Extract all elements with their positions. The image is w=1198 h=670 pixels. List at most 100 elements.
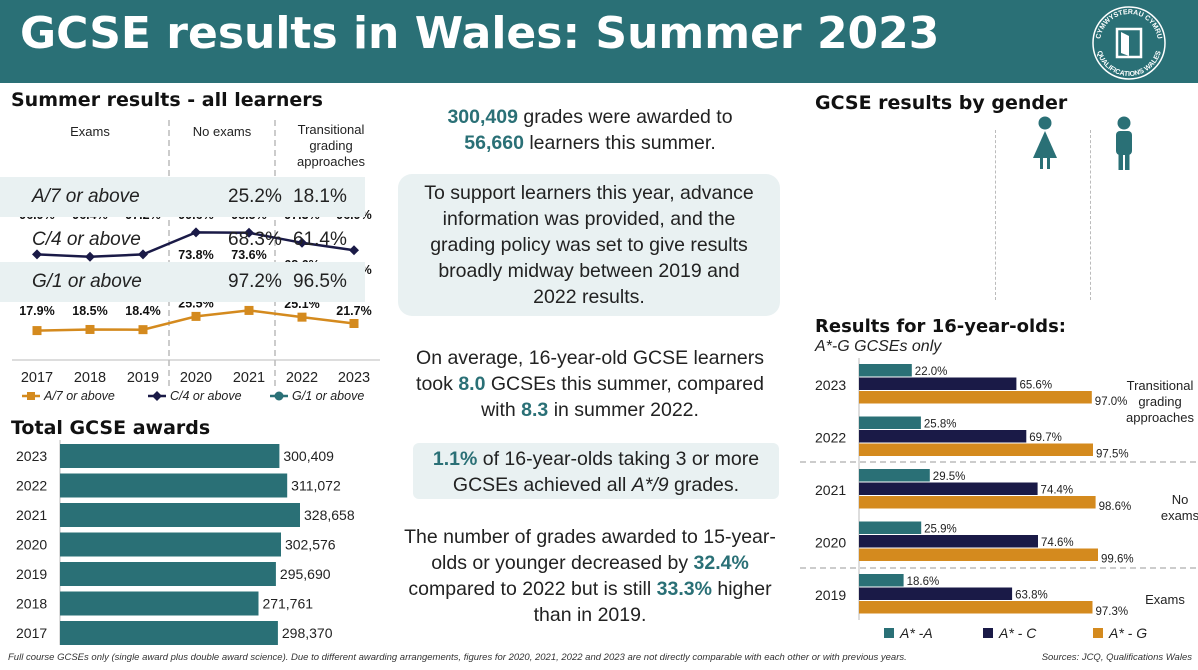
data-point xyxy=(191,311,201,321)
sixteen-bar xyxy=(859,377,1017,390)
sixteen-bar xyxy=(859,574,904,587)
footer-sources: Sources: JCQ, Qualifications Wales xyxy=(1041,652,1192,663)
support-info-text: To support learners this year, advance i… xyxy=(424,182,754,308)
qualifications-wales-logo: CYMWYSTERAU CYMRU QUALIFICATIONS WALES xyxy=(1092,6,1166,80)
sixteen-value-label: 25.9% xyxy=(924,524,957,536)
awards-bar xyxy=(60,591,259,616)
gender-divider-2 xyxy=(1090,130,1091,300)
data-point xyxy=(349,245,359,256)
x-tick-label: 2017 xyxy=(21,370,53,386)
sixteen-value-label: 98.6% xyxy=(1099,501,1132,513)
younger-text-3: higher than in 2019. xyxy=(533,578,772,626)
sixteen-value-label: 18.6% xyxy=(907,576,940,588)
gender-row-label: G/1 or above xyxy=(32,271,142,292)
sixteen-bar xyxy=(859,535,1038,548)
data-point xyxy=(349,318,359,328)
legend-label: A* -A xyxy=(899,625,933,641)
gender-title: GCSE results by gender xyxy=(815,92,1068,114)
sixteen-value-label: 29.5% xyxy=(933,471,966,483)
sixteen-value-label: 63.8% xyxy=(1015,590,1048,602)
gender-row-label: C/4 or above xyxy=(32,229,141,250)
gender-divider-1 xyxy=(995,130,996,300)
sixteen-year-label: 2023 xyxy=(815,377,846,393)
average-2022: 8.3 xyxy=(521,399,549,421)
gender-female-value: 68.3% xyxy=(228,229,282,250)
gender-row-label: A/7 or above xyxy=(32,186,140,207)
all-a-star-percent: 1.1% xyxy=(432,448,478,470)
sixteen-value-label: 99.6% xyxy=(1101,554,1134,566)
sixteen-year-label: 2019 xyxy=(815,587,846,603)
data-point xyxy=(85,324,95,334)
sixteen-bar xyxy=(859,391,1092,404)
data-label: 17.9% xyxy=(19,304,54,318)
female-icon xyxy=(1033,116,1057,169)
data-label: 21.7% xyxy=(336,304,371,318)
learners-count: 56,660 xyxy=(464,132,524,154)
support-info-box: To support learners this year, advance i… xyxy=(398,174,780,316)
period-label-no-exams: No exams xyxy=(193,124,252,139)
average-gcses-text: On average, 16-year-old GCSE learners to… xyxy=(404,345,776,423)
all-a-star-text: 1.1% of 16-year-olds taking 3 or more GC… xyxy=(421,446,771,498)
awards-bar xyxy=(60,532,281,557)
younger-decrease: 32.4% xyxy=(693,552,749,574)
gender-row: G/1 or above 97.2% 96.5% xyxy=(0,262,365,302)
sixteen-value-label: 74.6% xyxy=(1041,537,1074,549)
data-point xyxy=(297,237,307,248)
data-point xyxy=(191,227,201,238)
gender-row: A/7 or above 25.2% 18.1% xyxy=(0,177,365,217)
all-a-star-text-1: of 16-year-olds taking 3 or more GCSEs a… xyxy=(452,448,760,496)
x-tick-label: 2019 xyxy=(127,370,159,386)
x-tick-label: 2018 xyxy=(74,370,106,386)
sixteen-bar xyxy=(859,482,1038,495)
average-text-3: in summer 2022. xyxy=(548,399,699,421)
legend-swatch xyxy=(884,628,894,638)
sixteen-value-label: 97.0% xyxy=(1095,396,1128,408)
legend-swatch xyxy=(1093,628,1103,638)
sixteen-bar xyxy=(859,548,1098,561)
gender-female-value: 25.2% xyxy=(228,186,282,207)
legend-swatch xyxy=(983,628,993,638)
period-label-exams: Exams xyxy=(70,124,110,139)
awards-year-label: 2020 xyxy=(16,537,47,553)
awards-bar xyxy=(60,562,276,586)
average-text-2: GCSEs this summer, compared with xyxy=(481,373,764,421)
awards-year-label: 2018 xyxy=(16,596,47,612)
group-label-no-exams: No exams xyxy=(1161,492,1198,523)
summer-results-title: Summer results - all learners xyxy=(11,89,323,111)
legend-label: A/7 or above xyxy=(43,389,115,403)
all-a-star-grade: A*/9 xyxy=(631,474,669,496)
data-label: 18.4% xyxy=(125,304,160,318)
data-point xyxy=(138,325,148,335)
awards-bar xyxy=(60,621,278,645)
all-a-star-text-2: grades. xyxy=(668,474,740,496)
awards-year-label: 2019 xyxy=(16,566,47,582)
sixteen-bar xyxy=(859,521,922,534)
grades-text-1: grades were awarded to xyxy=(517,106,733,128)
footer-note: Full course GCSEs only (single award plu… xyxy=(8,652,907,663)
x-tick-label: 2020 xyxy=(180,370,212,386)
sixteen-bar xyxy=(859,601,1093,614)
awards-bar xyxy=(60,444,280,468)
legend-marker xyxy=(274,391,284,401)
legend-label: G/1 or above xyxy=(292,389,364,403)
x-tick-label: 2021 xyxy=(233,370,265,386)
svg-text:QUALIFICATIONS WALES: QUALIFICATIONS WALES xyxy=(1095,50,1163,78)
awards-value-label: 271,761 xyxy=(262,596,313,612)
sixteen-value-label: 65.6% xyxy=(1019,380,1052,392)
sixteen-year-olds-bar-chart: 2023 22.0% 65.6% 97.0% 2022 25.8% 69.7% 97.5% 20… xyxy=(800,358,1198,641)
total-awards-bar-chart: 2023 300,409 2022 311,072 2021 328,658 2020 302… xyxy=(16,440,355,645)
awards-value-label: 302,576 xyxy=(285,537,336,553)
legend-label: A* - C xyxy=(998,625,1037,641)
x-tick-label: 2023 xyxy=(338,370,370,386)
svg-text:CYMWYSTERAU CYMRU: CYMWYSTERAU CYMRU xyxy=(1095,9,1162,40)
sixteen-year-label: 2022 xyxy=(815,430,846,446)
period-label-transitional: Transitional grading approaches xyxy=(297,122,365,169)
logo-text-bottom: QUALIFICATIONS WALES xyxy=(1095,50,1163,78)
sixteen-year-label: 2021 xyxy=(815,482,846,498)
data-point xyxy=(85,251,95,262)
data-point xyxy=(32,249,42,260)
data-label: 18.5% xyxy=(72,304,107,318)
sixteen-bar xyxy=(859,416,921,429)
data-point xyxy=(138,249,148,260)
sixteen-value-label: 25.8% xyxy=(924,419,957,431)
